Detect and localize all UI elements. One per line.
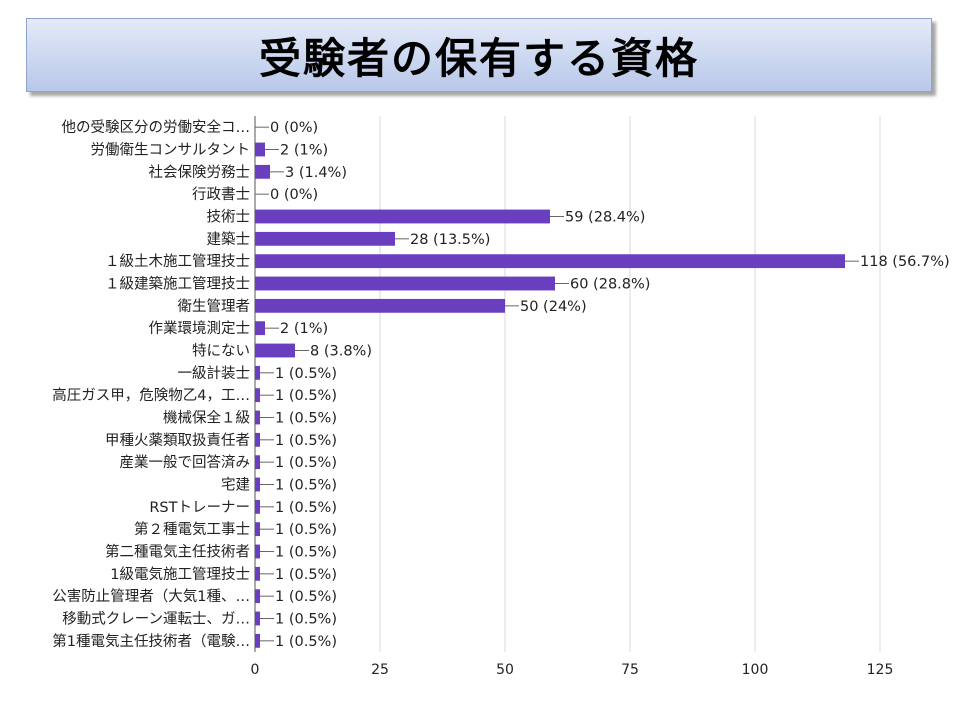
category-label: 建築士 — [207, 230, 251, 248]
x-tick-label: 125 — [867, 662, 894, 678]
category-label: 労働衛生コンサルタント — [91, 142, 251, 159]
bar — [255, 388, 260, 403]
data-label: 50 (24%) — [520, 299, 587, 315]
category-label: 移動式クレーン運転士、ガ… — [62, 611, 250, 628]
category-label: 1級電気施工管理技士 — [110, 566, 250, 583]
category-label: 一級計装士 — [178, 365, 251, 382]
bar — [255, 343, 295, 358]
data-label: 1 (0.5%) — [275, 478, 337, 494]
data-label: 0 (0%) — [270, 120, 318, 136]
category-label: 特にない — [192, 343, 250, 360]
category-label: 甲種火薬類取扱責任者 — [105, 432, 250, 449]
bar — [255, 231, 395, 246]
category-label: 宅建 — [221, 477, 250, 494]
category-label: 第２種電気工事士 — [134, 520, 250, 538]
bar — [255, 164, 270, 179]
x-tick-label: 50 — [496, 662, 514, 678]
category-label: 技術士 — [207, 209, 251, 226]
bars — [255, 142, 845, 648]
category-label: 第1種電気主任技術者（電験… — [52, 632, 250, 650]
data-label: 1 (0.5%) — [275, 411, 337, 427]
bar — [255, 499, 260, 514]
category-label: RSTトレーナー — [149, 500, 250, 516]
category-label: 第二種電気主任技術者 — [105, 543, 250, 561]
data-label: 1 (0.5%) — [275, 634, 337, 650]
data-label: 2 (1%) — [280, 321, 328, 337]
bar — [255, 276, 555, 291]
category-label: 公害防止管理者（大気1種、… — [52, 588, 250, 605]
data-label: 1 (0.5%) — [275, 455, 337, 471]
bar — [255, 522, 260, 537]
x-tick-label: 25 — [371, 662, 389, 678]
x-tick-label: 75 — [621, 662, 639, 678]
bar — [255, 432, 260, 447]
bar — [255, 477, 260, 492]
data-label: 2 (1%) — [280, 143, 328, 159]
category-label: 作業環境測定士 — [149, 319, 251, 337]
x-tick-label: 0 — [251, 662, 260, 678]
data-label: 1 (0.5%) — [275, 522, 337, 538]
category-labels: 他の受験区分の労働安全コ… 労働衛生コンサルタント社会保険労務士行政書士技術士建築… — [52, 118, 250, 650]
data-label: 1 (0.5%) — [275, 388, 337, 404]
data-labels: 0 (0%) 2 (1%) 3 (1.4%) 0 (0%) 59 (28.4%) 28 (… — [255, 120, 950, 650]
bar — [255, 633, 260, 648]
data-label: 1 (0.5%) — [275, 589, 337, 605]
chart-title: 受験者の保有する資格 — [258, 33, 699, 83]
category-label: １級建築施工管理技士 — [105, 275, 250, 293]
category-label: 機械保全１級 — [163, 409, 250, 427]
bar — [255, 254, 845, 269]
category-label: 高圧ガス甲，危険物乙4，工… — [52, 387, 250, 404]
category-label: 行政書士 — [192, 186, 250, 203]
category-label: 産業一般で回答済み — [120, 454, 251, 471]
category-label: 社会保険労務士 — [149, 164, 251, 181]
title-banner: 受験者の保有する資格 — [26, 18, 932, 92]
bar — [255, 544, 260, 559]
data-label: 3 (1.4%) — [285, 165, 347, 181]
data-label: 118 (56.7%) — [860, 254, 950, 270]
data-label: 1 (0.5%) — [275, 567, 337, 583]
data-label: 1 (0.5%) — [275, 545, 337, 561]
category-label: 衛生管理者 — [178, 298, 251, 315]
category-label: １級土木施工管理技士 — [105, 253, 250, 270]
bar — [255, 298, 505, 313]
data-label: 1 (0.5%) — [275, 612, 337, 628]
data-label: 28 (13.5%) — [410, 232, 490, 248]
x-tick-label: 100 — [742, 662, 769, 678]
data-label: 1 (0.5%) — [275, 433, 337, 449]
data-label: 60 (28.8%) — [570, 277, 650, 293]
bar — [255, 410, 260, 425]
gridlines — [254, 116, 881, 652]
bar — [255, 365, 260, 380]
data-label: 1 (0.5%) — [275, 500, 337, 516]
x-axis-ticks: 0 25 50 75 100 125 — [251, 662, 894, 678]
bar — [255, 209, 550, 224]
bar — [255, 142, 265, 157]
bar — [255, 455, 260, 470]
data-label: 8 (3.8%) — [310, 344, 372, 360]
category-label: 他の受験区分の労働安全コ… — [62, 118, 251, 136]
bar — [255, 566, 260, 581]
bar — [255, 589, 260, 604]
bar — [255, 611, 260, 626]
data-label: 0 (0%) — [270, 187, 318, 203]
data-label: 59 (28.4%) — [565, 210, 645, 226]
bar — [255, 321, 265, 336]
data-label: 1 (0.5%) — [275, 366, 337, 382]
